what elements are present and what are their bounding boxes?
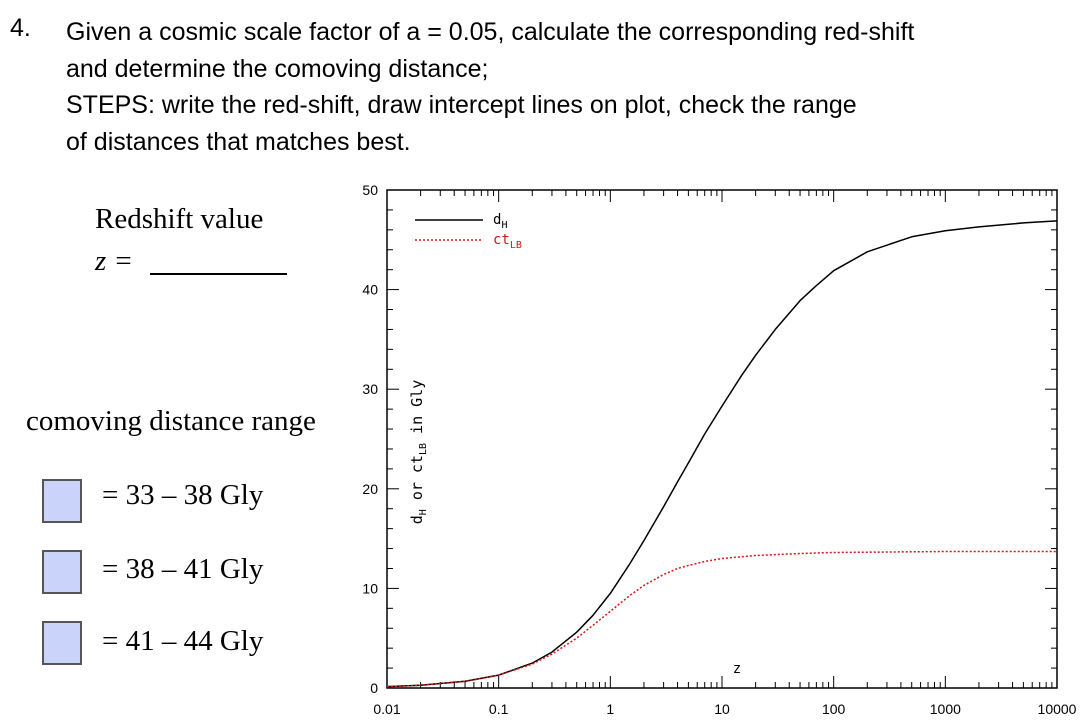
y-axis-label: dH or ctLB in Gly <box>408 380 429 525</box>
y-tick-label: 0 <box>370 680 378 696</box>
option-label-1: = 33 – 38 Gly <box>102 479 264 511</box>
y-tick-label: 10 <box>362 580 378 596</box>
x-tick-label: 10000 <box>1038 701 1077 717</box>
option-checkbox-1[interactable] <box>42 479 82 523</box>
question-line: STEPS: write the red-shift, draw interce… <box>66 91 857 119</box>
y-tick-label: 50 <box>362 182 378 198</box>
redshift-z-label: z = <box>95 245 134 277</box>
x-tick-label: 100 <box>822 701 846 717</box>
option-label-2: = 38 – 41 Gly <box>102 553 264 585</box>
question-number: 4. <box>10 14 31 42</box>
series-line-d-h <box>386 220 1058 688</box>
series-line-ct-lb <box>386 550 1057 688</box>
legend-label-d-h: dH <box>493 212 507 231</box>
y-tick-label: 30 <box>362 381 378 397</box>
legend: dH ctLB <box>415 212 522 251</box>
x-axis-label: z <box>733 661 741 677</box>
option-checkbox-3[interactable] <box>42 621 82 665</box>
y-tick-label: 20 <box>362 481 378 497</box>
x-tick-label: 0.01 <box>373 701 400 717</box>
x-tick-label: 0.1 <box>489 701 509 717</box>
x-tick-label: 1 <box>606 701 614 717</box>
plot-frame <box>386 189 1058 689</box>
y-tick-label: 40 <box>362 282 378 298</box>
x-tick-label: 1000 <box>930 701 961 717</box>
question-line: of distances that matches best. <box>66 127 411 156</box>
question-line: Given a cosmic scale factor of a = 0.05,… <box>66 18 915 46</box>
x-tick-label: 10 <box>714 701 730 717</box>
comoving-title: comoving distance range <box>26 405 316 437</box>
option-label-3: = 41 – 44 Gly <box>102 625 264 657</box>
question-text: Given a cosmic scale factor of a = 0.05,… <box>66 14 914 160</box>
legend-label-ct-lb: ctLB <box>493 232 522 251</box>
option-checkbox-2[interactable] <box>42 550 82 594</box>
redshift-answer-line[interactable] <box>150 273 287 275</box>
question-line: and determine the comoving distance; <box>66 54 489 83</box>
redshift-title: Redshift value <box>95 203 264 235</box>
